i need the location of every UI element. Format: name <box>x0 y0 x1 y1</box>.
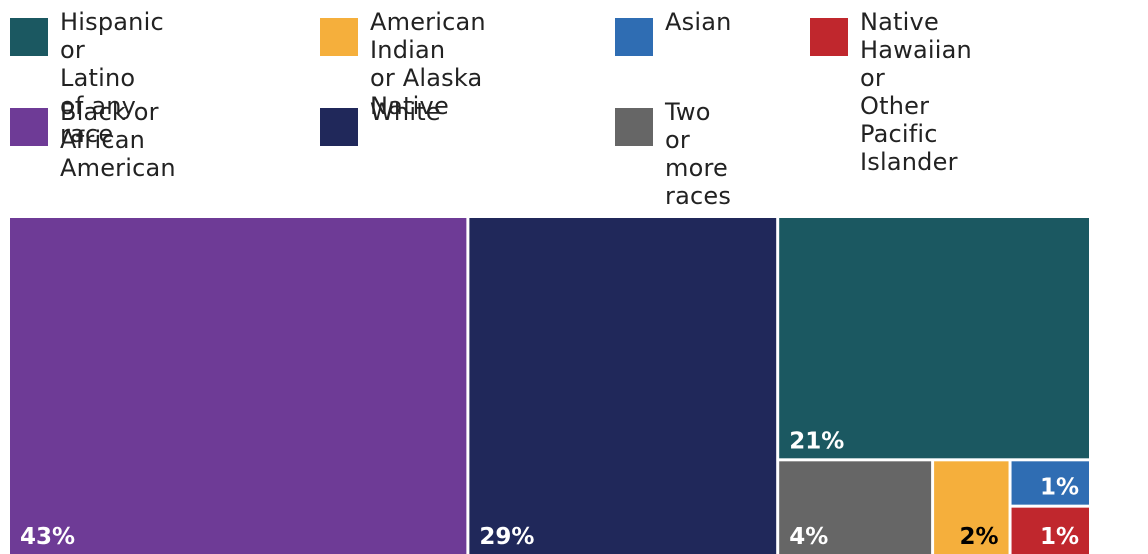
legend-label-nhpi: Native Hawaiian or Other Pacific Islande… <box>860 8 972 176</box>
treemap-value-label-hispanic: 21% <box>789 428 844 454</box>
legend-swatch-asian <box>615 18 653 56</box>
legend-label-white: White <box>370 98 441 126</box>
treemap-value-label-two-or-more: 4% <box>789 524 828 550</box>
legend-swatch-hispanic <box>10 18 48 56</box>
treemap-value-label-nhpi: 1% <box>1040 524 1079 550</box>
legend-label-two-or-more: Two or more races <box>665 98 732 210</box>
legend-label-black: Black or African American <box>60 98 176 182</box>
treemap-tile-two-or-more <box>779 461 932 554</box>
legend-swatch-black <box>10 108 48 146</box>
treemap-tile-hispanic <box>779 218 1089 459</box>
legend-label-aian: American Indian or Alaska Native <box>370 8 486 120</box>
treemap-tile-nhpi <box>1011 507 1089 554</box>
treemap-value-label-asian: 1% <box>1040 475 1079 501</box>
legend-swatch-two-or-more <box>615 108 653 146</box>
legend-swatch-nhpi <box>810 18 848 56</box>
legend-label-hispanic: Hispanic or Latino of any race <box>60 8 164 148</box>
treemap-value-label-white: 29% <box>479 524 534 550</box>
legend-swatch-aian <box>320 18 358 56</box>
treemap-value-label-black: 43% <box>20 524 75 550</box>
legend-swatch-white <box>320 108 358 146</box>
treemap-tile-black <box>10 218 467 554</box>
treemap-tile-asian <box>1011 461 1089 505</box>
treemap-value-label-aian: 2% <box>959 524 998 550</box>
treemap-tile-white <box>469 218 777 554</box>
legend-label-asian: Asian <box>665 8 732 36</box>
treemap-tile-aian <box>934 461 1009 554</box>
